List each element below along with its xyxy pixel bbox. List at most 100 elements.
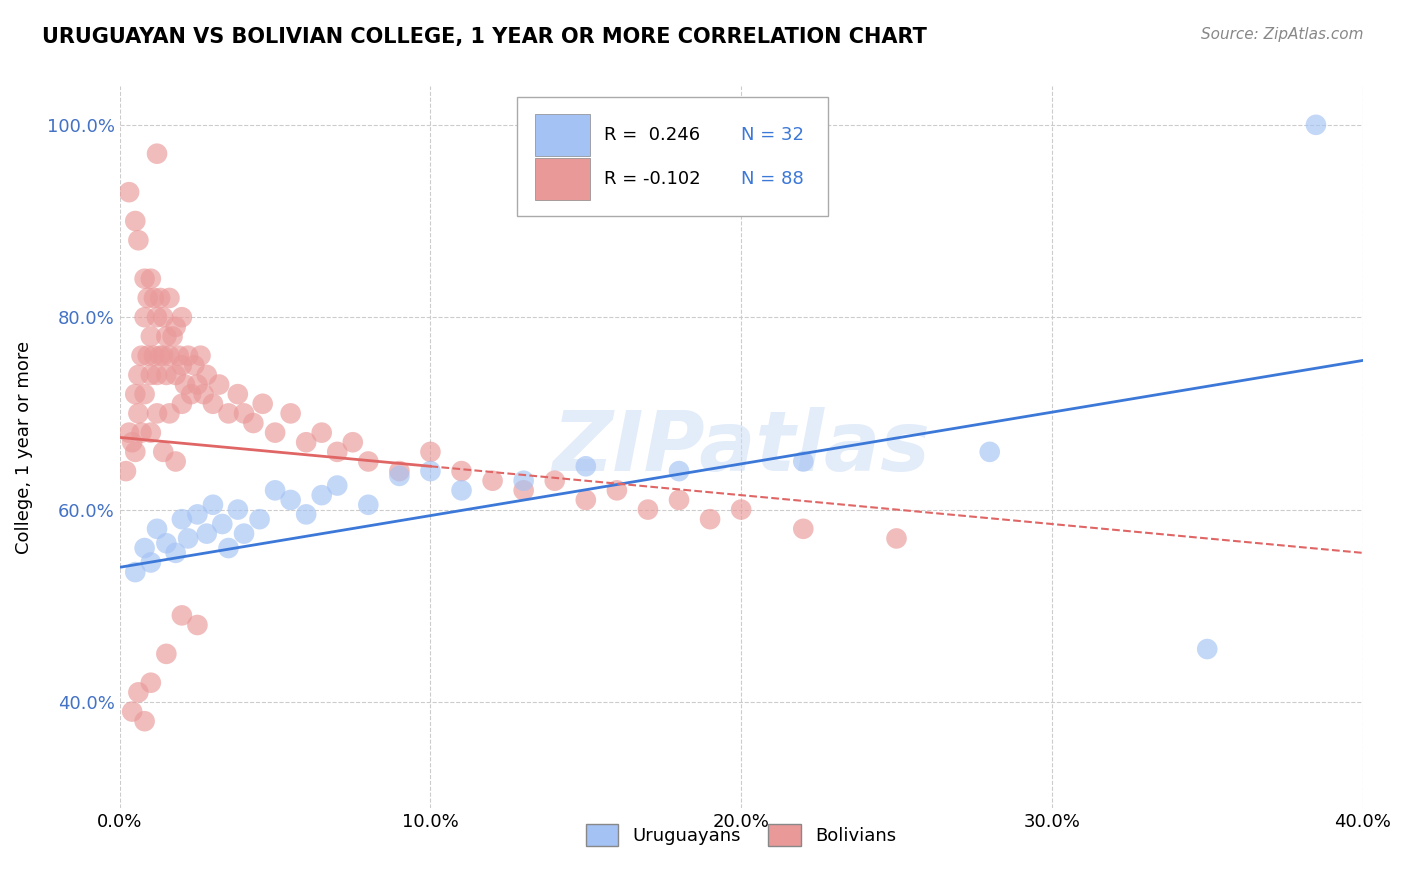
- Point: [264, 425, 287, 440]
- Point: [606, 483, 628, 498]
- Point: [134, 541, 156, 555]
- Point: [342, 435, 364, 450]
- Point: [149, 291, 172, 305]
- Point: [162, 329, 184, 343]
- Point: [450, 483, 472, 498]
- Point: [242, 416, 264, 430]
- Point: [311, 488, 333, 502]
- Point: [170, 608, 193, 623]
- Point: [136, 291, 159, 305]
- Point: [134, 387, 156, 401]
- Point: [167, 349, 190, 363]
- Point: [165, 368, 187, 382]
- Point: [152, 310, 174, 325]
- Text: N = 32: N = 32: [741, 127, 804, 145]
- Point: [127, 368, 149, 382]
- Point: [699, 512, 721, 526]
- Point: [195, 368, 218, 382]
- Text: ZIPatlas: ZIPatlas: [553, 407, 931, 488]
- Point: [295, 435, 318, 450]
- Point: [139, 425, 162, 440]
- Point: [124, 387, 146, 401]
- Point: [226, 502, 249, 516]
- Point: [170, 359, 193, 373]
- Point: [186, 508, 208, 522]
- Point: [142, 349, 165, 363]
- Point: [280, 406, 302, 420]
- Point: [170, 310, 193, 325]
- Point: [481, 474, 503, 488]
- Point: [195, 526, 218, 541]
- Point: [131, 425, 153, 440]
- Point: [159, 291, 181, 305]
- Y-axis label: College, 1 year or more: College, 1 year or more: [15, 341, 32, 554]
- Point: [155, 368, 177, 382]
- Point: [233, 406, 256, 420]
- Point: [201, 397, 224, 411]
- Point: [730, 502, 752, 516]
- Point: [131, 349, 153, 363]
- Point: [201, 498, 224, 512]
- Point: [450, 464, 472, 478]
- Point: [165, 454, 187, 468]
- Text: R = -0.102: R = -0.102: [605, 169, 702, 187]
- Point: [149, 349, 172, 363]
- Point: [388, 469, 411, 483]
- Point: [575, 492, 598, 507]
- Text: URUGUAYAN VS BOLIVIAN COLLEGE, 1 YEAR OR MORE CORRELATION CHART: URUGUAYAN VS BOLIVIAN COLLEGE, 1 YEAR OR…: [42, 27, 927, 46]
- Point: [419, 464, 441, 478]
- Point: [637, 502, 659, 516]
- Point: [512, 483, 534, 498]
- Point: [211, 516, 233, 531]
- Point: [139, 675, 162, 690]
- Point: [127, 406, 149, 420]
- Point: [115, 464, 138, 478]
- Point: [124, 214, 146, 228]
- Point: [146, 146, 169, 161]
- Point: [226, 387, 249, 401]
- Point: [544, 474, 567, 488]
- Point: [118, 185, 141, 199]
- Point: [121, 705, 143, 719]
- Point: [136, 349, 159, 363]
- Point: [190, 349, 212, 363]
- Point: [512, 474, 534, 488]
- Point: [886, 532, 908, 546]
- Point: [668, 464, 690, 478]
- Point: [252, 397, 274, 411]
- Point: [118, 425, 141, 440]
- Point: [218, 406, 240, 420]
- Point: [155, 647, 177, 661]
- Point: [280, 492, 302, 507]
- Point: [792, 454, 814, 468]
- Point: [186, 618, 208, 632]
- Point: [668, 492, 690, 507]
- Point: [193, 387, 215, 401]
- Point: [142, 291, 165, 305]
- Point: [326, 445, 349, 459]
- Point: [218, 541, 240, 555]
- Text: Source: ZipAtlas.com: Source: ZipAtlas.com: [1201, 27, 1364, 42]
- FancyBboxPatch shape: [534, 158, 589, 200]
- Point: [155, 329, 177, 343]
- Point: [357, 498, 380, 512]
- Point: [127, 685, 149, 699]
- Point: [295, 508, 318, 522]
- Point: [183, 359, 205, 373]
- Point: [139, 556, 162, 570]
- Point: [159, 349, 181, 363]
- Point: [264, 483, 287, 498]
- Point: [575, 459, 598, 474]
- Point: [146, 368, 169, 382]
- Point: [152, 349, 174, 363]
- Point: [152, 445, 174, 459]
- Point: [165, 319, 187, 334]
- Point: [139, 271, 162, 285]
- Legend: Uruguayans, Bolivians: Uruguayans, Bolivians: [579, 816, 904, 853]
- Point: [159, 406, 181, 420]
- Point: [186, 377, 208, 392]
- Point: [979, 445, 1001, 459]
- Point: [139, 329, 162, 343]
- Point: [177, 532, 200, 546]
- Point: [170, 512, 193, 526]
